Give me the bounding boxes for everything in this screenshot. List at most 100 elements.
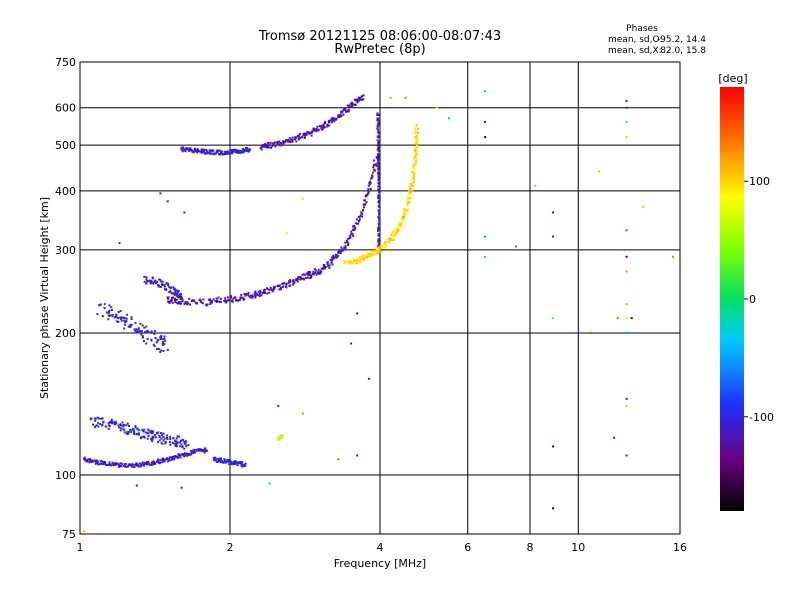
echo-point [385, 244, 388, 247]
echo-point [376, 114, 379, 116]
echo-point [129, 429, 132, 431]
echo-point [378, 246, 381, 249]
echo-point [293, 281, 296, 284]
y-tick-label: 75 [62, 528, 76, 541]
echo-point [353, 260, 356, 262]
echo-point [173, 299, 176, 302]
echo-point [219, 297, 222, 300]
echo-point [316, 272, 319, 275]
echo-point [111, 309, 113, 311]
echo-point [143, 461, 146, 464]
echo-point [128, 430, 131, 433]
echo-point [131, 464, 134, 467]
echo-point [135, 462, 138, 465]
echo-point [125, 320, 127, 323]
echo-point [294, 138, 297, 141]
echo-point [139, 330, 142, 333]
echo-point [141, 324, 144, 327]
echo-point [278, 288, 281, 291]
echo-point [198, 449, 201, 452]
echo-point [372, 163, 375, 166]
echo-point [282, 142, 285, 145]
echo-point [264, 144, 267, 147]
echo-point [163, 284, 166, 286]
echo-point [276, 141, 279, 144]
echo-point [234, 148, 236, 151]
echo-point [184, 441, 187, 444]
echo-point [326, 261, 329, 264]
echo-point [369, 180, 371, 183]
echo-point [156, 432, 159, 435]
echo-point [625, 120, 628, 123]
echo-point [306, 276, 309, 279]
echo-point [193, 148, 196, 151]
echo-point [143, 428, 146, 431]
echo-point [195, 302, 198, 305]
echo-point [413, 169, 415, 172]
echo-point [135, 433, 138, 436]
echo-point [148, 429, 151, 432]
echo-point [181, 438, 184, 441]
echo-point [131, 428, 134, 431]
echo-point [173, 458, 176, 461]
echo-point [267, 142, 270, 144]
echo-point [248, 149, 251, 152]
echo-point [152, 463, 155, 466]
echo-point [310, 131, 312, 134]
echo-point [158, 435, 161, 437]
echo-point [212, 298, 215, 301]
echo-point [383, 246, 386, 249]
echo-point [318, 125, 321, 127]
echo-point [175, 437, 178, 440]
echo-point [307, 272, 310, 275]
echo-point [357, 100, 360, 103]
echo-point [149, 463, 151, 466]
echo-point [125, 317, 128, 320]
echo-point [233, 296, 236, 299]
echo-point [218, 458, 221, 461]
echo-point [142, 463, 145, 466]
echo-point [83, 457, 85, 460]
echo-point [339, 249, 341, 252]
echo-point [206, 303, 209, 306]
echo-point [144, 331, 146, 334]
echo-point [230, 296, 232, 299]
echo-point [135, 463, 138, 466]
echo-point [362, 203, 365, 206]
echo-point [108, 310, 110, 313]
echo-point [160, 280, 163, 283]
echo-point [310, 134, 313, 137]
echo-point [415, 159, 418, 162]
echo-point [201, 302, 204, 305]
echo-point [378, 189, 380, 192]
echo-point [285, 286, 288, 289]
echo-point [378, 243, 381, 246]
echo-point [162, 439, 165, 442]
echo-point [409, 187, 412, 190]
echo-point [179, 456, 182, 459]
echo-point [129, 326, 132, 328]
echo-point [413, 136, 416, 139]
echo-point [203, 151, 205, 154]
echo-point [331, 263, 334, 266]
echo-point [377, 155, 380, 158]
echo-point [214, 300, 217, 303]
echo-point [351, 102, 354, 105]
echo-point [299, 276, 301, 278]
echo-point [320, 270, 323, 273]
y-tick-label: 750 [55, 56, 76, 69]
echo-point [447, 117, 450, 120]
y-axis-label: Stationary phase Virtual Height [km] [38, 197, 51, 399]
echo-point [330, 262, 333, 265]
echo-point [376, 119, 379, 122]
echo-point [552, 211, 555, 214]
echo-point [377, 222, 380, 225]
echo-point [147, 280, 150, 283]
echo-point [145, 330, 148, 333]
echo-point [298, 138, 300, 141]
echo-point [122, 425, 125, 428]
echo-point [180, 146, 183, 149]
echo-point [183, 452, 186, 455]
echo-point [213, 456, 216, 459]
echo-point [118, 426, 121, 429]
